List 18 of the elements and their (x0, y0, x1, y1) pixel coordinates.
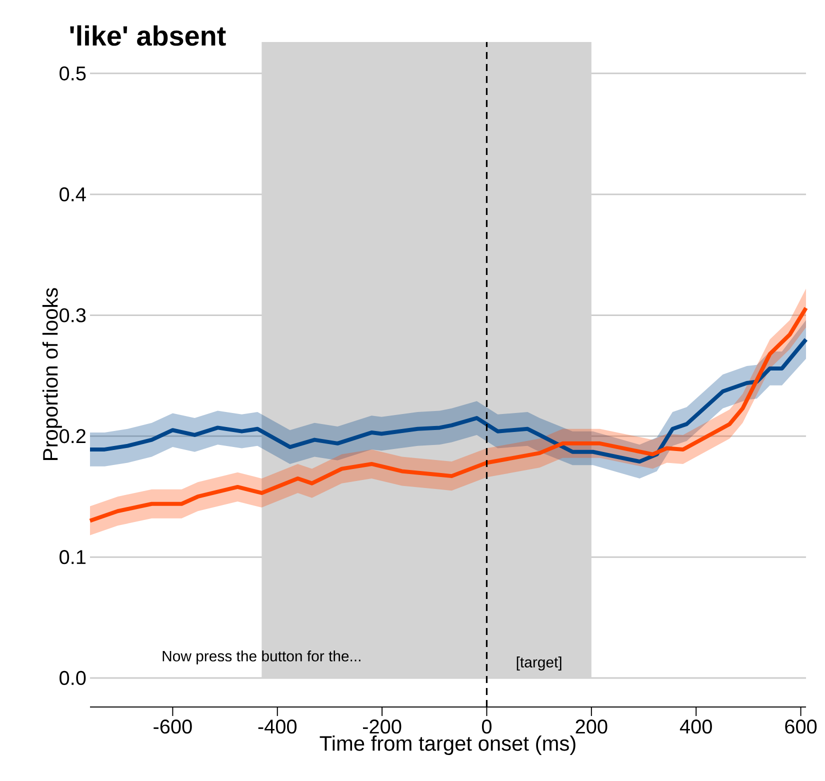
y-tick-label: 0.4 (60, 187, 86, 202)
y-tick-label: 0.0 (60, 670, 86, 686)
x-tick-label: 600 (785, 720, 817, 734)
y-tick-label: 0.3 (60, 308, 86, 322)
x-axis-title: Time from target onset (ms) (320, 735, 576, 755)
x-tick-label: -200 (363, 720, 402, 734)
x-tick-label: -400 (258, 720, 297, 734)
chart-title: 'like' absent (70, 25, 226, 46)
x-tick-label: 0 (482, 720, 492, 734)
y-tick-label: 0.2 (60, 429, 86, 444)
band-label: [target] (516, 656, 562, 670)
x-tick-label: 400 (680, 720, 712, 734)
y-tick-label: 0.1 (60, 550, 86, 564)
y-tick-label: 0.5 (60, 66, 86, 80)
annotation: Now press the button for the... (162, 650, 360, 664)
x-tick-label: 200 (576, 720, 608, 734)
x-tick-label: -600 (154, 720, 192, 734)
line-series (88, 337, 808, 464)
